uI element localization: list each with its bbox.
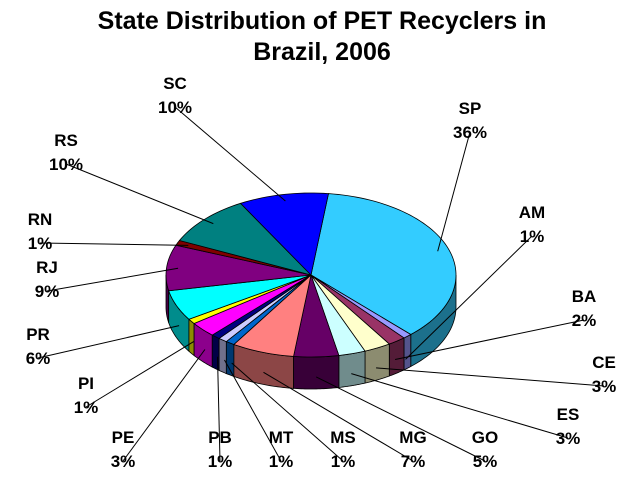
- slice-pe: [193, 274, 312, 336]
- chart-title-line-1: State Distribution of PET Recyclers in: [97, 7, 547, 35]
- chart-title: State Distribution of PET Recyclers in B…: [0, 6, 644, 68]
- leader-pe: [122, 349, 206, 462]
- label-value-ce: 3%: [592, 377, 617, 396]
- label-value-pr: 6%: [26, 349, 51, 368]
- label-name-ba: BA: [572, 287, 597, 306]
- leader-rn: [39, 242, 189, 246]
- label-name-am: AM: [519, 203, 545, 222]
- chart-title-line-2: Brazil, 2006: [253, 38, 391, 66]
- label-name-sc: SC: [163, 74, 187, 93]
- wall-pi: [188, 318, 195, 357]
- slice-pr: [168, 274, 312, 320]
- leader-rj: [46, 267, 179, 292]
- wall-es: [338, 350, 366, 388]
- leader-pb: [217, 356, 221, 462]
- leader-sc: [174, 106, 286, 202]
- label-value-am: 1%: [520, 227, 545, 246]
- leader-ce: [376, 367, 605, 387]
- label-name-rn: RN: [28, 210, 53, 229]
- leader-ba: [394, 319, 585, 360]
- slice-es: [310, 274, 366, 356]
- slice-sp: [310, 193, 457, 335]
- label-name-rs: RS: [54, 131, 78, 150]
- wall-am: [403, 333, 412, 371]
- label-value-pi: 1%: [74, 398, 99, 417]
- slice-rs: [178, 202, 313, 276]
- label-value-mt: 1%: [269, 452, 294, 471]
- label-value-go: 5%: [473, 452, 498, 471]
- label-name-rj: RJ: [36, 258, 58, 277]
- slice-go: [293, 273, 340, 358]
- leader-ms: [231, 362, 344, 462]
- label-value-pe: 3%: [111, 452, 136, 471]
- leader-es: [351, 373, 569, 439]
- leader-mt: [224, 359, 282, 462]
- label-name-ce: CE: [592, 353, 616, 372]
- label-value-sp: 36%: [453, 123, 487, 142]
- leader-sp: [437, 131, 471, 252]
- label-name-mt: MT: [269, 428, 294, 447]
- label-name-pb: PB: [208, 428, 232, 447]
- label-name-go: GO: [472, 428, 498, 447]
- leader-pr: [37, 325, 180, 359]
- label-name-es: ES: [557, 405, 580, 424]
- label-value-rs: 10%: [49, 155, 83, 174]
- slice-sc: [239, 192, 329, 276]
- pie-top-slices: [165, 192, 457, 358]
- slice-rj: [165, 244, 312, 292]
- leader-rs: [65, 163, 214, 225]
- leader-go: [315, 376, 486, 462]
- label-value-pb: 1%: [208, 452, 233, 471]
- label-name-mg: MG: [399, 428, 426, 447]
- wall-ms: [225, 340, 235, 378]
- label-value-es: 3%: [556, 429, 581, 448]
- label-value-ms: 1%: [331, 452, 356, 471]
- leader-lines: [37, 106, 605, 462]
- label-value-sc: 10%: [158, 98, 192, 117]
- leader-pi: [85, 340, 195, 408]
- slice-labels: SP 36% AM 1% BA 2% CE 3% ES 3% GO 5% MG 7% MS 1% MT 1% PB 1…: [26, 74, 617, 471]
- leader-mg: [263, 371, 414, 462]
- label-name-pr: PR: [26, 325, 50, 344]
- label-name-pe: PE: [112, 428, 135, 447]
- label-name-ms: MS: [330, 428, 356, 447]
- label-value-rj: 9%: [35, 282, 60, 301]
- label-value-ba: 2%: [572, 311, 597, 330]
- label-name-pi: PI: [78, 374, 94, 393]
- leader-am: [405, 235, 533, 360]
- label-value-mg: 7%: [401, 452, 426, 471]
- label-value-rn: 1%: [28, 234, 53, 253]
- label-name-sp: SP: [459, 99, 482, 118]
- slice-ce: [310, 274, 391, 352]
- slice-mg: [233, 273, 312, 357]
- wall-mt: [218, 337, 227, 375]
- wall-go: [293, 355, 340, 390]
